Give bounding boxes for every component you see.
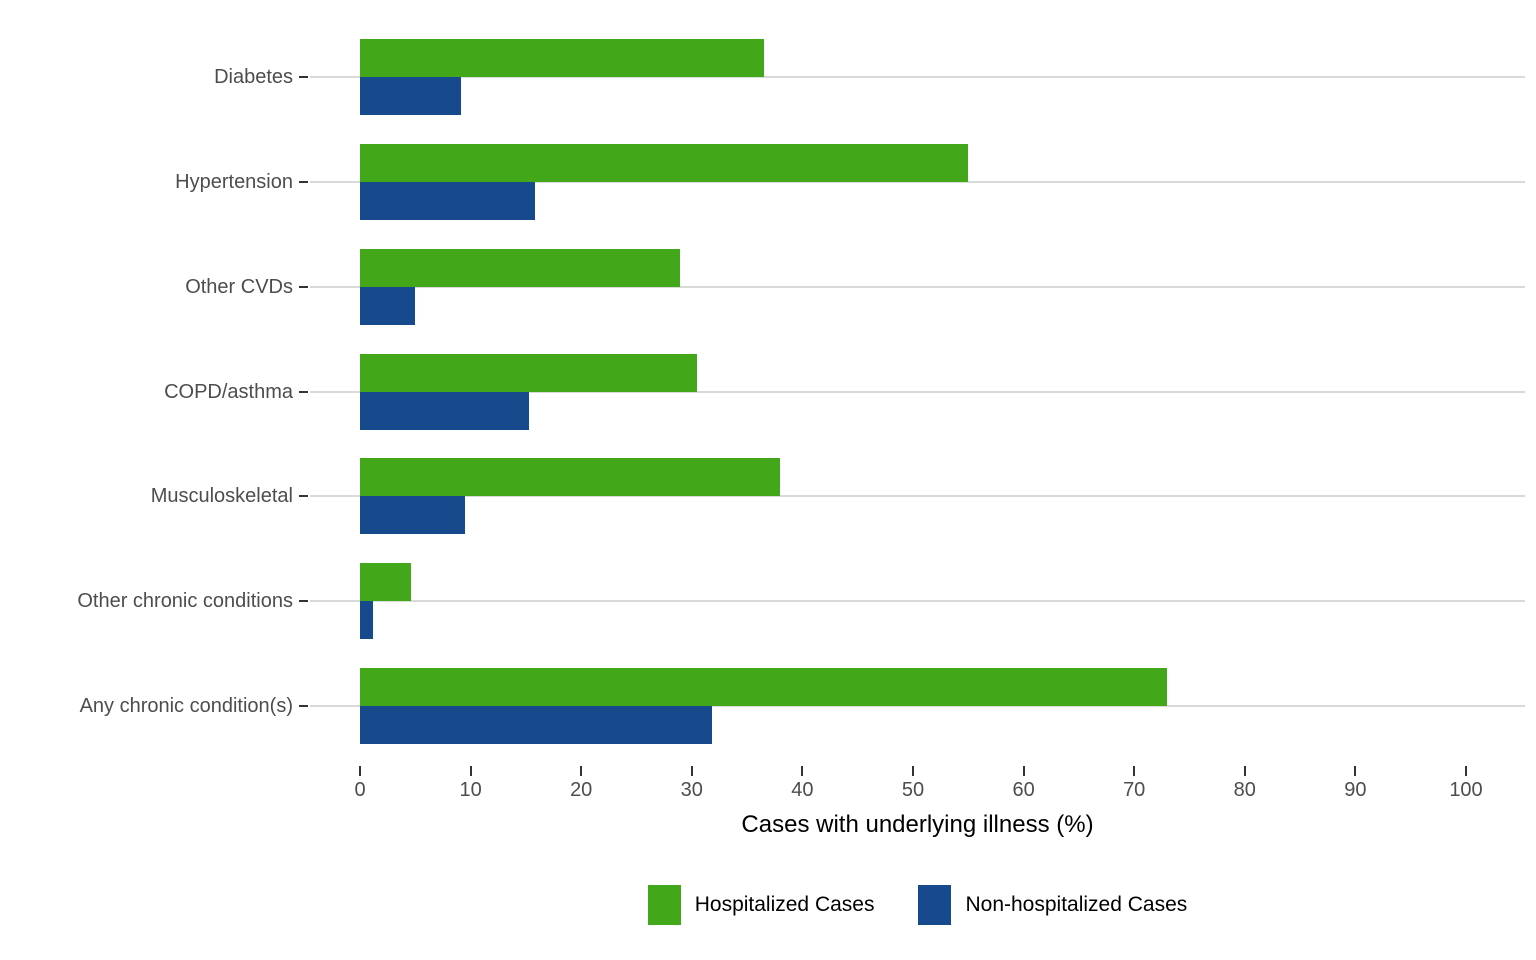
gridline-other-cvds xyxy=(310,285,1525,288)
gridline-other-chronic-conditions xyxy=(310,599,1525,602)
x-axis: 0 10 20 30 40 50 60 70 80 90 100 xyxy=(310,758,1525,818)
x-tick-label: 40 xyxy=(791,779,814,801)
legend-item-hospitalized: Hospitalized Cases xyxy=(647,885,875,925)
bar-non-hospitalized-other-chronic-conditions xyxy=(360,600,374,639)
x-tick xyxy=(912,766,914,776)
x-tick xyxy=(1133,766,1136,776)
legend: Hospitalized Cases Non-hospitalized Case… xyxy=(310,882,1525,928)
x-tick-label: 80 xyxy=(1233,779,1256,801)
x-tick xyxy=(469,766,472,776)
category-label-hypertension: Hypertension xyxy=(175,171,293,194)
x-tick-label: 100 xyxy=(1449,779,1483,801)
x-tick-label: 0 xyxy=(354,779,366,801)
category-tick xyxy=(299,285,308,288)
bar-hospitalized-other-chronic-conditions xyxy=(360,562,411,601)
bar-hospitalized-copd-asthma xyxy=(360,353,698,392)
category-label-other-chronic-conditions: Other chronic conditions xyxy=(77,589,293,612)
category-label-any-chronic-condition-s: Any chronic condition(s) xyxy=(79,694,293,717)
gridline-hypertension xyxy=(310,181,1525,184)
category-tick xyxy=(299,495,308,498)
bar-non-hospitalized-musculoskeletal xyxy=(360,496,466,535)
gridline-any-chronic-condition-s xyxy=(310,704,1525,707)
x-tick-label: 20 xyxy=(570,779,593,801)
legend-label-hospitalized: Hospitalized Cases xyxy=(694,893,875,916)
bar-hospitalized-any-chronic-condition-s xyxy=(360,667,1168,706)
x-tick-label: 60 xyxy=(1012,779,1035,801)
category-tick xyxy=(299,390,308,393)
gridline-diabetes xyxy=(310,76,1525,79)
plot-panel xyxy=(310,25,1525,758)
x-tick xyxy=(1465,766,1467,776)
x-tick xyxy=(690,766,693,776)
category-tick xyxy=(299,76,308,79)
x-tick xyxy=(359,766,361,776)
x-tick-label: 10 xyxy=(459,779,482,801)
bar-non-hospitalized-other-cvds xyxy=(360,286,416,325)
category-tick xyxy=(299,599,308,602)
legend-label-non-hospitalized: Non-hospitalized Cases xyxy=(965,893,1188,916)
category-tick xyxy=(299,704,308,707)
bar-non-hospitalized-copd-asthma xyxy=(360,391,530,430)
x-tick xyxy=(580,766,583,776)
category-label-diabetes: Diabetes xyxy=(214,66,293,89)
legend-swatch-hospitalized xyxy=(647,885,681,925)
bar-hospitalized-diabetes xyxy=(360,39,764,78)
bar-hospitalized-musculoskeletal xyxy=(360,458,781,497)
category-label-copd-asthma: COPD/asthma xyxy=(164,380,293,403)
x-tick xyxy=(1022,766,1025,776)
bar-hospitalized-other-cvds xyxy=(360,248,680,287)
x-tick-label: 50 xyxy=(901,779,925,801)
x-axis-title: Cases with underlying illness (%) xyxy=(741,811,1094,838)
gridline-copd-asthma xyxy=(310,390,1525,393)
y-axis-labels: Diabetes Hypertension Other CVDs COPD/asthm… xyxy=(0,25,308,758)
x-tick-label: 70 xyxy=(1123,779,1146,801)
bar-hospitalized-hypertension xyxy=(360,144,969,183)
x-tick-label: 90 xyxy=(1344,779,1367,801)
x-tick-label: 30 xyxy=(680,779,703,801)
legend-swatch-non-hospitalized xyxy=(918,885,952,925)
x-tick xyxy=(1243,766,1246,776)
bar-non-hospitalized-diabetes xyxy=(360,77,461,116)
bar-non-hospitalized-hypertension xyxy=(360,182,535,221)
x-tick xyxy=(1354,766,1357,776)
category-label-other-cvds: Other CVDs xyxy=(185,275,293,298)
gridline-musculoskeletal xyxy=(310,495,1525,498)
category-label-musculoskeletal: Musculoskeletal xyxy=(150,485,293,508)
legend-item-non-hospitalized: Non-hospitalized Cases xyxy=(918,885,1187,925)
category-tick xyxy=(299,181,308,184)
x-tick xyxy=(801,766,804,776)
bar-non-hospitalized-any-chronic-condition-s xyxy=(360,705,712,744)
